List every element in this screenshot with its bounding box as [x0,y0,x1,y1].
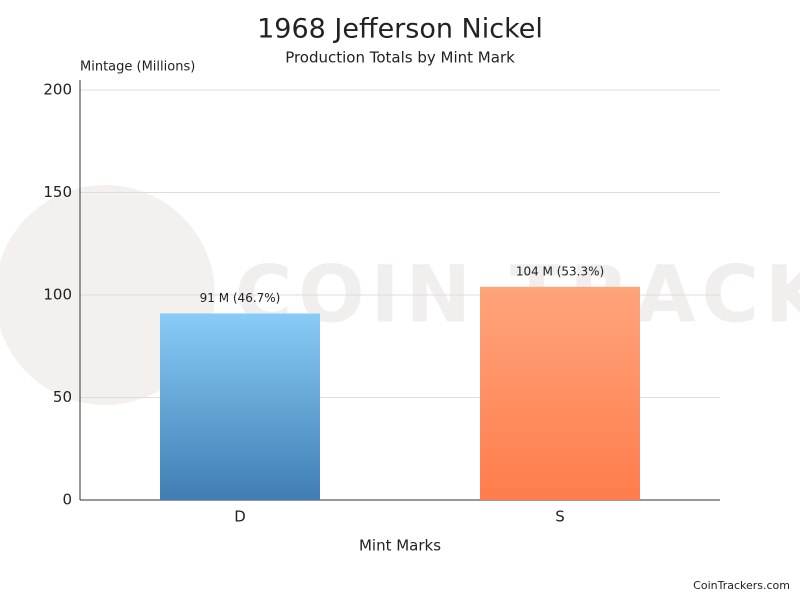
data-label: 91 M (46.7%) [200,291,281,305]
y-tick-label: 50 [53,388,72,406]
x-tick-label: S [555,508,565,526]
x-axis-label: Mint Marks [359,537,441,555]
bar [480,286,640,500]
y-tick-label: 150 [43,183,72,201]
y-tick-label: 100 [43,286,72,304]
x-tick-label: D [234,508,246,526]
y-tick-label: 0 [62,491,72,509]
y-tick-label: 200 [43,81,72,99]
data-label: 104 M (53.3%) [516,264,604,278]
chart-title: 1968 Jefferson Nickel [257,14,543,45]
y-axis-label: Mintage (Millions) [80,60,195,75]
footer: CoinTrackers.com [693,579,790,592]
chart-subtitle: Production Totals by Mint Mark [285,49,515,67]
bar [160,313,320,500]
